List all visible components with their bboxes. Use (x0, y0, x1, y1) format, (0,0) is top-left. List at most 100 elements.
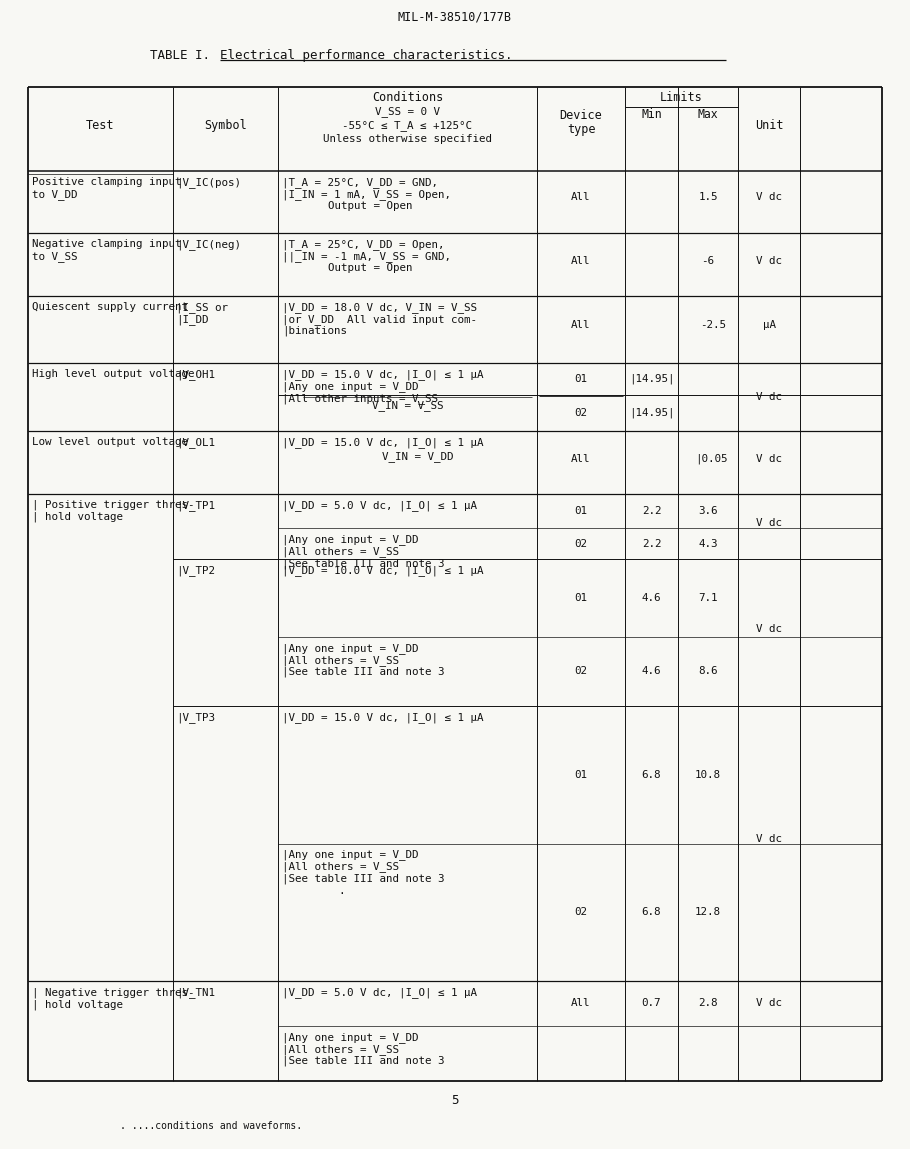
Text: ||_IN = -1 mA, V_SS = GND,: ||_IN = -1 mA, V_SS = GND, (282, 250, 451, 262)
Text: 5: 5 (451, 1094, 459, 1106)
Text: 4.3: 4.3 (698, 539, 718, 549)
Text: |V_DD = 18.0 V dc, V_IN = V_SS: |V_DD = 18.0 V dc, V_IN = V_SS (282, 302, 477, 313)
Text: Low level output voltage: Low level output voltage (32, 437, 188, 447)
Text: Limits: Limits (660, 91, 703, 105)
Text: 6.8: 6.8 (642, 770, 662, 780)
Text: Quiescent supply current: Quiescent supply current (32, 302, 188, 313)
Text: |I_IN = 1 mA, V_SS = Open,: |I_IN = 1 mA, V_SS = Open, (282, 188, 451, 200)
Text: |V_TP1: |V_TP1 (176, 500, 215, 511)
Text: 4.6: 4.6 (642, 666, 662, 677)
Text: |V_DD = 10.0 V dc, |I_O| ≤ 1 μA: |V_DD = 10.0 V dc, |I_O| ≤ 1 μA (282, 565, 483, 576)
Text: |V_DD = 15.0 V dc, |I_O| ≤ 1 μA: |V_DD = 15.0 V dc, |I_O| ≤ 1 μA (282, 437, 483, 448)
Text: |See table III and note 3: |See table III and note 3 (282, 873, 444, 884)
Text: |V_OH1: |V_OH1 (176, 369, 215, 380)
Text: |V_IC(neg): |V_IC(neg) (176, 239, 241, 249)
Text: |V_IC(pos): |V_IC(pos) (176, 177, 241, 188)
Text: |See table III and note 3: |See table III and note 3 (282, 666, 444, 678)
Text: 02: 02 (574, 666, 588, 677)
Text: |V_DD = 5.0 V dc, |I_O| ≤ 1 μA: |V_DD = 5.0 V dc, |I_O| ≤ 1 μA (282, 500, 477, 511)
Text: | Negative trigger thres-: | Negative trigger thres- (32, 987, 195, 997)
Text: All: All (571, 454, 591, 463)
Text: 01: 01 (574, 593, 588, 603)
Text: -2.5: -2.5 (700, 321, 726, 331)
Text: . ....conditions and waveforms.: . ....conditions and waveforms. (120, 1121, 302, 1131)
Text: μA: μA (763, 321, 775, 331)
Text: Electrical performance characteristics.: Electrical performance characteristics. (220, 49, 512, 62)
Text: |V_TN1: |V_TN1 (176, 987, 215, 997)
Text: .: . (338, 886, 345, 895)
Text: -6: -6 (702, 255, 714, 265)
Text: 01: 01 (574, 375, 588, 384)
Text: Negative clamping input: Negative clamping input (32, 239, 181, 249)
Text: |V_OL1: |V_OL1 (176, 437, 215, 448)
Text: |Any one input = V_DD: |Any one input = V_DD (282, 643, 419, 654)
Text: 12.8: 12.8 (695, 908, 721, 917)
Text: 10.8: 10.8 (695, 770, 721, 780)
Text: |I_DD: |I_DD (176, 314, 208, 325)
Text: Positive clamping input: Positive clamping input (32, 177, 181, 187)
Text: 2.2: 2.2 (642, 507, 662, 516)
Text: V dc: V dc (756, 392, 782, 402)
Text: 2.2: 2.2 (642, 539, 662, 549)
Text: V_SS = 0 V: V_SS = 0 V (375, 106, 440, 117)
Text: |I_SS or: |I_SS or (176, 302, 228, 313)
Text: |0.05: |0.05 (694, 453, 727, 464)
Text: |V_TP3: |V_TP3 (176, 712, 215, 723)
Text: |All others = V_SS: |All others = V_SS (282, 1044, 399, 1055)
Text: 2.8: 2.8 (698, 998, 718, 1009)
Text: |See table III and note 3: |See table III and note 3 (282, 1056, 444, 1066)
Text: to V_DD: to V_DD (32, 188, 77, 200)
Text: Test: Test (86, 119, 115, 132)
Text: |All others = V_SS: |All others = V_SS (282, 547, 399, 557)
Text: 4.6: 4.6 (642, 593, 662, 603)
Text: 02: 02 (574, 408, 588, 418)
Text: Unit: Unit (754, 119, 784, 132)
Text: |14.95|: |14.95| (629, 408, 674, 418)
Text: 3.6: 3.6 (698, 507, 718, 516)
Text: type: type (567, 123, 595, 136)
Text: V dc: V dc (756, 998, 782, 1009)
Text: All: All (571, 255, 591, 265)
Text: |14.95|: |14.95| (629, 373, 674, 384)
Text: All: All (571, 321, 591, 331)
Text: 7.1: 7.1 (698, 593, 718, 603)
Text: |or V_DD  All valid input com-: |or V_DD All valid input com- (282, 314, 477, 325)
Text: |Any one input = V_DD: |Any one input = V_DD (282, 1032, 419, 1043)
Text: 0.7: 0.7 (642, 998, 662, 1009)
Text: |T_A = 25°C, V_DD = GND,: |T_A = 25°C, V_DD = GND, (282, 177, 438, 188)
Text: | Positive trigger thres-: | Positive trigger thres- (32, 500, 195, 510)
Text: Unless otherwise specified: Unless otherwise specified (323, 134, 492, 144)
Text: Output = Open: Output = Open (328, 263, 412, 273)
Text: |V_DD = 15.0 V dc, |I_O| ≤ 1 μA: |V_DD = 15.0 V dc, |I_O| ≤ 1 μA (282, 369, 483, 380)
Text: High level output voltage: High level output voltage (32, 369, 195, 379)
Text: V dc: V dc (756, 255, 782, 265)
Text: to V_SS: to V_SS (32, 250, 77, 262)
Text: |All others = V_SS: |All others = V_SS (282, 862, 399, 872)
Text: Device: Device (560, 109, 602, 122)
Text: MIL-M-38510/177B: MIL-M-38510/177B (398, 11, 512, 24)
Text: 01: 01 (574, 770, 588, 780)
Text: 8.6: 8.6 (698, 666, 718, 677)
Text: 02: 02 (574, 908, 588, 917)
Text: V_IN = V_SS: V_IN = V_SS (372, 400, 443, 411)
Text: |V_DD = 5.0 V dc, |I_O| ≤ 1 μA: |V_DD = 5.0 V dc, |I_O| ≤ 1 μA (282, 987, 477, 997)
Text: V dc: V dc (756, 192, 782, 202)
Text: 01: 01 (574, 507, 588, 516)
Text: 1.5: 1.5 (698, 192, 718, 202)
Text: 6.8: 6.8 (642, 908, 662, 917)
Text: V dc: V dc (756, 517, 782, 527)
Text: |Any one input = V_DD: |Any one input = V_DD (282, 849, 419, 861)
Text: V dc: V dc (756, 834, 782, 845)
Text: Min: Min (642, 108, 662, 121)
Text: |Any one input = V_DD: |Any one input = V_DD (282, 381, 419, 392)
Text: V_IN = V_DD: V_IN = V_DD (382, 452, 453, 462)
Text: | hold voltage: | hold voltage (32, 512, 123, 523)
Text: TABLE I.: TABLE I. (150, 49, 210, 62)
Text: Symbol: Symbol (204, 119, 247, 132)
Text: |Any one input = V_DD: |Any one input = V_DD (282, 534, 419, 546)
Text: |binations: |binations (282, 326, 347, 337)
Text: |V_DD = 15.0 V dc, |I_O| ≤ 1 μA: |V_DD = 15.0 V dc, |I_O| ≤ 1 μA (282, 712, 483, 723)
Text: Conditions: Conditions (372, 91, 443, 105)
Text: |T_A = 25°C, V_DD = Open,: |T_A = 25°C, V_DD = Open, (282, 239, 444, 249)
Text: All: All (571, 998, 591, 1009)
